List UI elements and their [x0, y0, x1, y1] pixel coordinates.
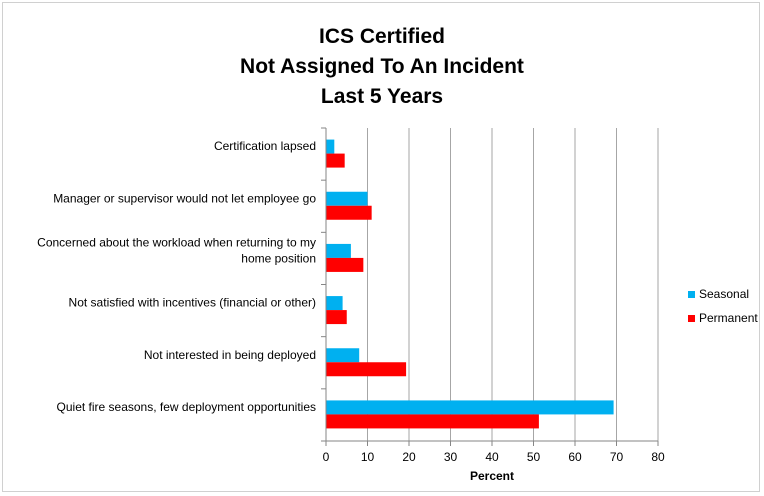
bar-permanent [326, 310, 347, 325]
x-tick-label: 20 [402, 450, 416, 464]
category-label: Certification lapsed [214, 139, 316, 153]
category-label: Not satisfied with incentives (financial… [69, 296, 316, 310]
legend: Seasonal Permanent [688, 287, 758, 325]
axes [321, 127, 659, 446]
legend-swatch-seasonal [688, 291, 695, 298]
category-labels: Certification lapsed Manager or superviso… [37, 139, 316, 414]
x-tick-label: 60 [568, 450, 582, 464]
bar-seasonal [326, 139, 335, 154]
bar-seasonal [326, 191, 368, 206]
legend-swatch-permanent [688, 315, 695, 322]
legend-label-seasonal: Seasonal [699, 287, 749, 301]
category-label: Not interested in being deployed [144, 348, 316, 362]
bar-seasonal [326, 400, 614, 415]
x-axis-label: Percent [470, 469, 514, 483]
category-label: Concerned about the workload when return… [37, 235, 316, 249]
x-tick-label: 80 [651, 450, 665, 464]
x-tick-label: 40 [485, 450, 499, 464]
category-label: Manager or supervisor would not let empl… [53, 191, 316, 205]
bar-permanent [326, 257, 364, 272]
tick-labels: 0 10 20 30 40 50 60 70 80 [323, 450, 665, 464]
x-tick-label: 70 [610, 450, 624, 464]
chart-title-line-2: Not Assigned To An Incident [240, 55, 524, 78]
bar-permanent [326, 153, 345, 168]
category-label: Quiet fire seasons, few deployment oppor… [57, 400, 316, 414]
x-tick-label: 0 [323, 450, 330, 464]
x-tick-label: 10 [361, 450, 375, 464]
bar-permanent [326, 205, 372, 220]
chart-title-line-3: Last 5 Years [320, 85, 444, 108]
bar-permanent [326, 362, 407, 377]
gridlines [367, 128, 659, 441]
legend-label-permanent: Permanent [699, 311, 758, 325]
x-tick-label: 50 [527, 450, 541, 464]
category-label: home position [241, 251, 316, 265]
bar-seasonal [326, 296, 343, 311]
bar-permanent [326, 414, 539, 429]
bar-seasonal [326, 348, 360, 363]
bar-seasonal [326, 243, 351, 258]
chart-title-line-1: ICS Certified [318, 25, 446, 48]
bars [326, 139, 614, 429]
x-tick-label: 30 [444, 450, 458, 464]
chart-title: ICS Certified Not Assigned To An Inciden… [0, 22, 764, 112]
